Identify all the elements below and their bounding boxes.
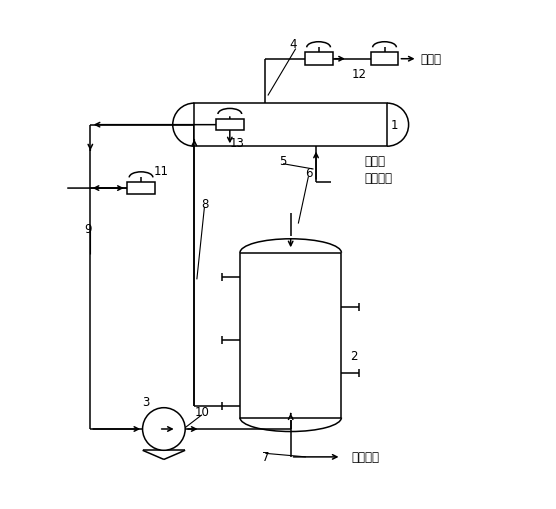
Text: 2: 2	[350, 349, 358, 362]
Bar	[194, 104, 387, 147]
Text: 5: 5	[279, 154, 287, 167]
Text: 12: 12	[351, 68, 366, 81]
Text: 高温水: 高温水	[420, 53, 441, 66]
Bar	[127, 183, 155, 194]
Text: 9: 9	[84, 223, 92, 236]
Text: 10: 10	[195, 405, 210, 418]
Text: 低温水: 低温水	[364, 154, 385, 167]
Text: 高温燃气: 高温燃气	[364, 172, 392, 185]
Bar	[216, 120, 244, 131]
Text: 1: 1	[391, 119, 399, 132]
Bar	[305, 53, 332, 66]
Text: 8: 8	[201, 197, 208, 210]
Circle shape	[142, 408, 185, 450]
Text: 低温燃气: 低温燃气	[351, 450, 380, 464]
Text: 11: 11	[154, 164, 169, 178]
Text: 13: 13	[230, 136, 245, 150]
Text: 6: 6	[305, 167, 312, 180]
Bar	[370, 53, 399, 66]
Text: 7: 7	[261, 450, 269, 464]
Text: 4: 4	[290, 38, 297, 51]
Text: 3: 3	[142, 395, 150, 408]
Bar	[240, 253, 341, 418]
